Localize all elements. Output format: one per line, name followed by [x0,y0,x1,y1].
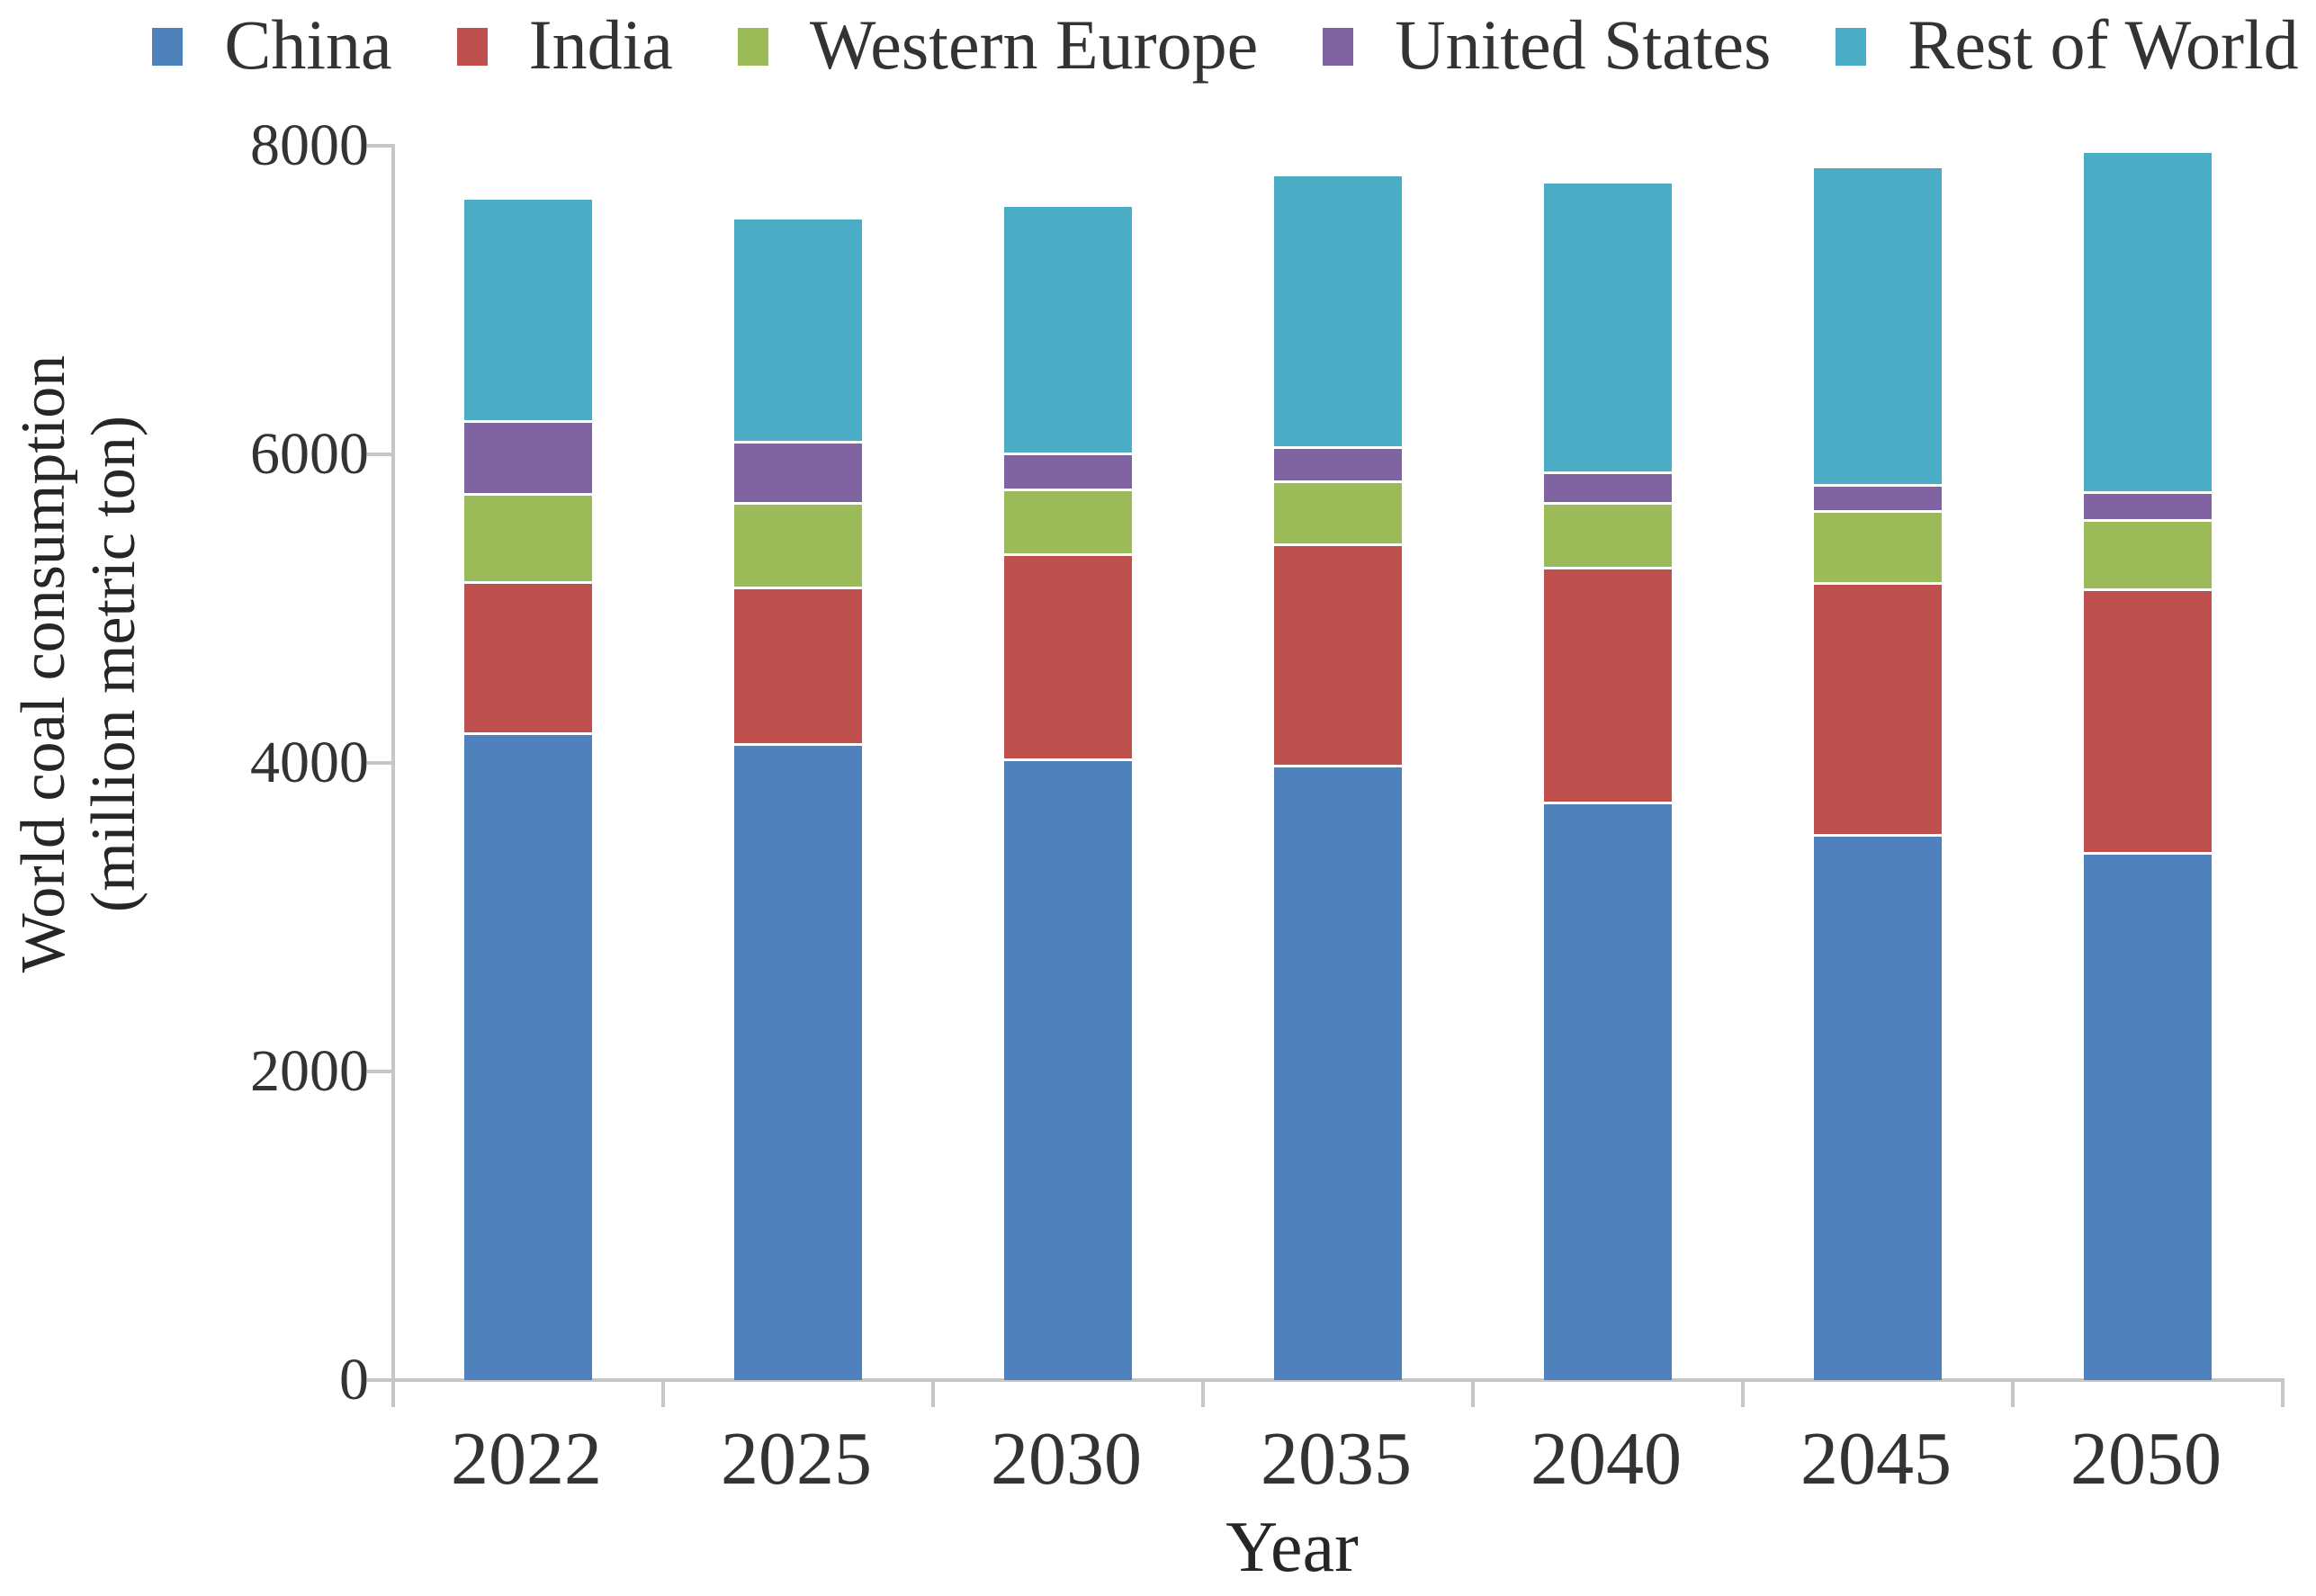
bar-segment-2030-china [1004,758,1132,1380]
bar-segment-2030-western-europe [1004,489,1132,553]
bar-segment-2022-western-europe [464,493,592,581]
y-tick [367,1070,393,1073]
bar-segment-2030-india [1004,553,1132,758]
legend-swatch-india [456,28,488,66]
x-tick-label-2025: 2025 [721,1417,872,1501]
y-tick-label: 4000 [250,730,369,795]
legend-swatch-china [152,28,184,66]
bar-segment-2035-western-europe [1274,480,1402,543]
bar-segment-2045-india [1814,582,1942,834]
y-axis-title-line1: World coal consumption [9,354,78,973]
x-tick [2011,1382,2015,1407]
bar-segment-2040-india [1544,567,1672,802]
x-tick [391,1382,395,1407]
y-axis-title: World coal consumption (million metric t… [9,214,149,1114]
bar-segment-2050-united-states [2084,491,2212,519]
legend-item-rest-of-world: Rest of World [1836,5,2299,84]
bar-segment-2045-china [1814,834,1942,1380]
legend-label-rest-of-world: Rest of World [1908,5,2299,84]
bar-segment-2022-china [464,732,592,1380]
x-tick-label-2035: 2035 [1261,1417,1412,1501]
y-tick-label: 6000 [250,421,369,487]
bar-segment-2045-western-europe [1814,510,1942,582]
bar-segment-2022-united-states [464,420,592,493]
bar-segment-2040-united-states [1544,471,1672,502]
bar-segment-2022-india [464,581,592,732]
y-tick-label: 2000 [250,1038,369,1104]
x-tick-label-2030: 2030 [991,1417,1142,1501]
y-tick [367,453,393,456]
legend-item-united-states: United States [1323,10,1771,84]
bar-segment-2040-china [1544,802,1672,1380]
legend-swatch-western-europe [737,28,768,66]
y-axis-line [391,144,395,1407]
bar-segment-2040-western-europe [1544,502,1672,567]
legend-swatch-united-states [1323,28,1354,66]
y-axis-title-line2: (million metric ton) [79,415,148,913]
x-tick-label-2045: 2045 [1800,1417,1952,1501]
legend-item-western-europe: Western Europe [737,5,1259,84]
x-axis-title: Year [1225,1508,1359,1587]
bar-segment-2025-united-states [734,441,862,502]
x-tick [1471,1382,1475,1407]
bar-segment-2045-united-states [1814,484,1942,510]
bar-segment-2030-united-states [1004,453,1132,489]
bar-segment-2035-united-states [1274,446,1402,480]
y-tick-label: 0 [339,1347,369,1412]
legend-label-china: China [224,5,392,84]
bar-segment-2022-rest-of-world [464,197,592,420]
x-axis-line [391,1378,2285,1382]
legend-label-western-europe: Western Europe [809,5,1259,84]
bar-segment-2025-china [734,743,862,1380]
x-tick-label-2040: 2040 [1531,1417,1682,1501]
bar-segment-2025-western-europe [734,502,862,587]
x-tick [2281,1382,2285,1407]
bar-segment-2050-rest-of-world [2084,150,2212,491]
bar-segment-2025-india [734,587,862,743]
bar-segment-2050-india [2084,588,2212,852]
bar-segment-2035-china [1274,765,1402,1380]
y-tick [367,1378,393,1382]
legend-label-united-states: United States [1395,5,1772,84]
x-tick [1741,1382,1745,1407]
x-tick [661,1382,665,1407]
x-tick [1201,1382,1205,1407]
x-tick [931,1382,935,1407]
y-tick [367,761,393,765]
legend: China India Western Europe United States Res… [0,5,2316,88]
bar-segment-2030-rest-of-world [1004,204,1132,453]
legend-swatch-rest-of-world [1836,28,1867,66]
bar-segment-2035-india [1274,543,1402,765]
bar-segment-2045-rest-of-world [1814,166,1942,484]
bar-segment-2040-rest-of-world [1544,181,1672,471]
bar-segment-2025-rest-of-world [734,217,862,441]
y-tick [367,144,393,148]
bar-segment-2050-china [2084,852,2212,1380]
legend-item-india: India [456,5,673,84]
bar-segment-2035-rest-of-world [1274,174,1402,446]
legend-item-china: China [152,5,392,84]
bar-segment-2050-western-europe [2084,519,2212,588]
y-tick-label: 8000 [250,112,369,178]
legend-label-india: India [528,5,673,84]
x-tick-label-2022: 2022 [451,1417,602,1501]
x-tick-label-2050: 2050 [2070,1417,2222,1501]
